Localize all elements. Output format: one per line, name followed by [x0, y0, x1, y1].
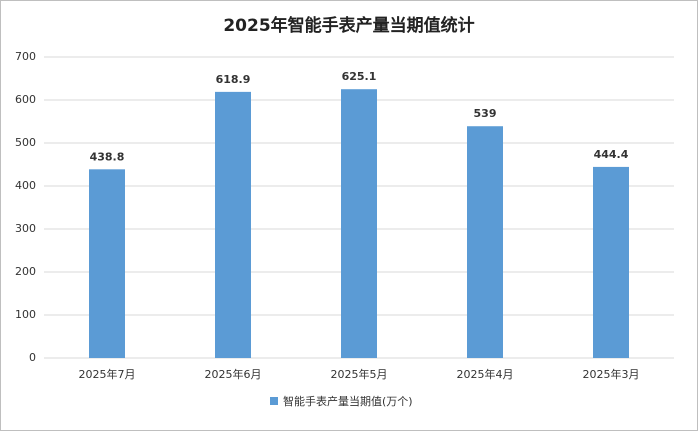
chart-title: 2025年智能手表产量当期值统计 [223, 15, 474, 36]
y-tick-label: 500 [15, 136, 36, 149]
x-tick-label: 2025年3月 [583, 367, 640, 381]
value-label: 618.9 [216, 73, 251, 86]
y-tick-label: 700 [15, 50, 36, 63]
value-label: 625.1 [342, 70, 377, 83]
bar [215, 91, 251, 359]
value-label: 539 [474, 107, 497, 120]
y-tick-label: 600 [15, 93, 36, 106]
x-tick-label: 2025年5月 [331, 367, 388, 381]
y-tick-label: 300 [15, 222, 36, 235]
x-tick-label: 2025年6月 [205, 367, 262, 381]
y-tick-label: 0 [29, 351, 36, 364]
x-tick-label: 2025年7月 [79, 367, 136, 381]
bar [89, 169, 125, 358]
x-tick-label: 2025年4月 [457, 367, 514, 381]
legend-label: 智能手表产量当期值(万个) [283, 394, 413, 408]
value-label: 444.4 [594, 148, 629, 161]
bar [341, 89, 377, 358]
bar [593, 166, 629, 358]
y-tick-label: 400 [15, 179, 36, 192]
y-tick-label: 100 [15, 308, 36, 321]
y-tick-label: 200 [15, 265, 36, 278]
value-label: 438.8 [90, 150, 125, 163]
legend-swatch [270, 397, 278, 405]
bar [467, 126, 503, 358]
